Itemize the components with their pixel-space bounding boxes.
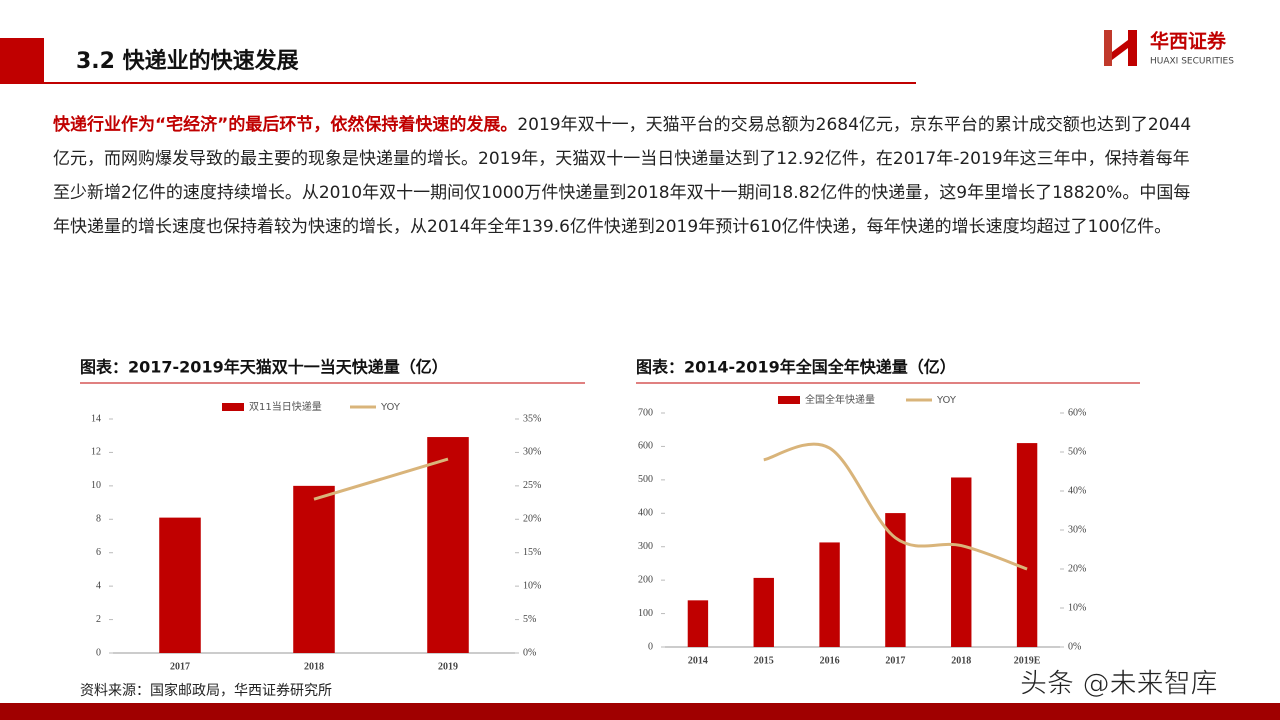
line-series xyxy=(763,442,1028,571)
bar xyxy=(427,437,469,653)
bar xyxy=(687,600,709,647)
y-tick-label: 200 xyxy=(638,574,653,585)
y2-tick-label: 25% xyxy=(523,480,541,491)
y2-tick-label: 10% xyxy=(1068,602,1086,613)
y2-tick-label: 0% xyxy=(523,647,536,658)
body-paragraph: 快递行业作为“宅经济”的最后环节，依然保持着快速的发展。2019年双十一，天猫平… xyxy=(53,108,1193,244)
y-tick-label: 400 xyxy=(638,508,653,519)
x-tick-label: 2017 xyxy=(170,661,190,672)
header-block xyxy=(0,38,44,84)
logo-name: 华西证券 xyxy=(1150,30,1227,53)
x-tick-label: 2014 xyxy=(688,655,708,666)
x-tick-label: 2018 xyxy=(304,661,324,672)
lead-text: 快递行业作为“宅经济”的最后环节，依然保持着快速的发展。 xyxy=(53,115,518,135)
y-tick-label: 100 xyxy=(638,608,653,619)
y2-tick-label: 35% xyxy=(523,413,541,424)
y2-tick-label: 5% xyxy=(523,614,536,625)
bar xyxy=(293,485,335,653)
source-note: 资料来源：国家邮政局，华西证券研究所 xyxy=(80,682,332,699)
legend-label: YOY xyxy=(380,402,401,413)
x-tick-label: 2015 xyxy=(754,655,774,666)
bar xyxy=(819,542,840,647)
y-tick-label: 0 xyxy=(648,641,653,652)
bar xyxy=(1016,443,1038,647)
watermark: 头条 @未来智库 xyxy=(1020,669,1218,700)
legend-swatch xyxy=(778,396,800,404)
bar xyxy=(753,577,774,647)
x-tick-label: 2016 xyxy=(820,655,840,666)
legend-label: 全国全年快递量 xyxy=(805,393,875,406)
y-tick-label: 8 xyxy=(96,514,101,525)
y-tick-label: 14 xyxy=(91,413,101,424)
y2-tick-label: 15% xyxy=(523,547,541,558)
y2-tick-label: 30% xyxy=(1068,524,1086,535)
y2-tick-label: 0% xyxy=(1068,641,1081,652)
y-tick-label: 500 xyxy=(638,474,653,485)
y-tick-label: 2 xyxy=(96,614,101,625)
x-tick-label: 2019E xyxy=(1014,655,1041,666)
x-tick-label: 2018 xyxy=(951,655,971,666)
chart-title: 图表：2017-2019年天猫双十一当天快递量（亿） xyxy=(80,358,448,377)
y-tick-label: 700 xyxy=(638,407,653,418)
y2-tick-label: 30% xyxy=(523,447,541,458)
legend-label: YOY xyxy=(936,395,957,406)
y-tick-label: 12 xyxy=(91,447,101,458)
bar xyxy=(159,517,201,653)
slide-title: 3.2 快递业的快速发展 xyxy=(76,48,299,74)
y2-tick-label: 40% xyxy=(1068,485,1086,496)
legend-label: 双11当日快递量 xyxy=(249,400,322,413)
legend-swatch xyxy=(222,403,244,411)
y-tick-label: 600 xyxy=(638,441,653,452)
y2-tick-label: 20% xyxy=(523,514,541,525)
body-text: 2019年双十一，天猫平台的交易总额为2684亿元，京东平台的累计成交额也达到了… xyxy=(53,115,1192,237)
logo-icon xyxy=(1104,30,1137,66)
bar xyxy=(951,477,972,647)
bar xyxy=(885,513,906,647)
y2-tick-label: 10% xyxy=(523,580,541,591)
footer-bar xyxy=(0,703,1280,720)
y2-tick-label: 50% xyxy=(1068,446,1086,457)
y2-tick-label: 20% xyxy=(1068,563,1086,574)
logo-subtitle: HUAXI SECURITIES xyxy=(1150,57,1234,67)
y-tick-label: 300 xyxy=(638,541,653,552)
line-series xyxy=(313,457,449,501)
y-tick-label: 6 xyxy=(96,547,101,558)
y-tick-label: 4 xyxy=(96,580,101,591)
y-tick-label: 0 xyxy=(96,647,101,658)
x-tick-label: 2017 xyxy=(885,655,905,666)
y-tick-label: 10 xyxy=(91,480,101,491)
y2-tick-label: 60% xyxy=(1068,407,1086,418)
x-tick-label: 2019 xyxy=(438,661,458,672)
chart-title: 图表：2014-2019年全国全年快递量（亿） xyxy=(636,358,956,377)
